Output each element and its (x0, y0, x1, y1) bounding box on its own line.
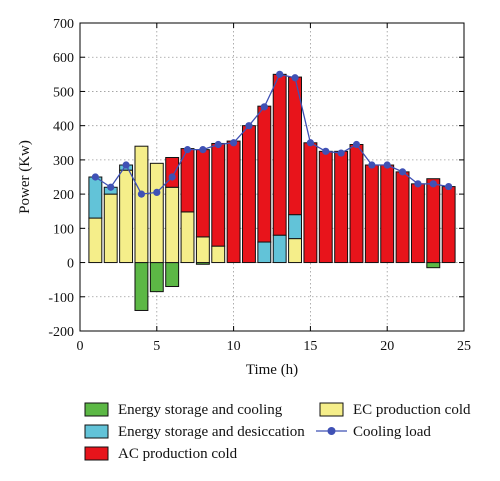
y-tick-label: -100 (48, 291, 74, 306)
bar (318, 150, 333, 264)
cooling-load-point (137, 190, 146, 198)
bar (226, 140, 241, 264)
y-tick-label: 100 (53, 222, 74, 237)
y-tick-label: 0 (67, 257, 74, 272)
cooling-load-point (122, 161, 130, 169)
bar (272, 73, 287, 236)
cooling-load-point (352, 140, 361, 149)
bar (88, 217, 103, 264)
cooling-load-point (245, 122, 253, 130)
bar (165, 186, 180, 264)
legend-swatch (319, 402, 344, 417)
cooling-load-point (337, 149, 345, 157)
cooling-load-point (429, 180, 437, 188)
bar (334, 150, 349, 264)
bar (165, 156, 180, 188)
bar (119, 169, 134, 264)
bar (288, 214, 302, 240)
bar (195, 149, 210, 238)
cooling-load-point (368, 161, 376, 169)
y-tick-label: 500 (53, 85, 74, 100)
bar (195, 236, 210, 264)
legend-swatch (84, 424, 109, 439)
legend-label: Cooling load (353, 424, 431, 440)
legend: Energy storage and cooling EC production … (84, 402, 471, 462)
cooling-load-point (183, 146, 192, 154)
bar (426, 178, 441, 264)
x-tick-label: 15 (303, 339, 317, 354)
bar (149, 162, 164, 264)
bar (134, 145, 149, 264)
x-tick-label: 5 (153, 339, 160, 354)
legend-label: EC production cold (353, 402, 471, 418)
y-tick-label: -200 (48, 325, 74, 340)
cooling-load-point (260, 103, 268, 111)
cooling-load-point (199, 146, 207, 154)
cooling-load-point (276, 70, 284, 78)
bar (380, 164, 395, 264)
legend-marker (327, 427, 336, 435)
bar (395, 171, 410, 264)
y-axis-label: Power (Kw) (17, 140, 33, 214)
bars-layer (88, 73, 456, 311)
bar (349, 143, 364, 264)
bar (134, 262, 149, 311)
ticks-layer: 0 5 10 15 20 25 -200 -100 0 100 200 300 400 500 600 700 (48, 17, 471, 354)
cooling-load-point (306, 139, 314, 147)
x-tick-label: 0 (77, 339, 84, 354)
y-tick-label: 600 (53, 51, 74, 66)
cooling-load-point (383, 161, 391, 169)
bar (242, 125, 256, 264)
bar (272, 234, 287, 264)
x-tick-label: 10 (227, 339, 241, 354)
bar (211, 245, 226, 264)
bar (257, 241, 272, 264)
cooling-load-point (91, 173, 99, 181)
cooling-load-point (168, 173, 176, 181)
bar (288, 238, 302, 264)
bar (441, 186, 456, 264)
cooling-load-point (230, 139, 238, 147)
bar (103, 193, 118, 264)
legend-swatch (84, 402, 109, 417)
cooling-load-point (153, 188, 161, 196)
cooling-load-point (414, 180, 422, 188)
legend-label: Energy storage and cooling (118, 402, 283, 418)
y-tick-label: 400 (53, 120, 74, 135)
cooling-load-point (445, 182, 453, 191)
cooling-load-point (107, 183, 115, 191)
bar (149, 262, 164, 293)
y-tick-label: 200 (53, 188, 74, 203)
cooling-load-point (291, 74, 299, 82)
cooling-load-point (322, 147, 330, 155)
legend-label: Energy storage and desiccation (118, 424, 305, 440)
bar (165, 262, 180, 288)
cooling-load-point (398, 168, 407, 176)
bar (211, 142, 226, 247)
bar (88, 176, 103, 219)
legend-swatch (84, 446, 109, 461)
y-tick-label: 700 (53, 17, 74, 32)
x-axis-label: Time (h) (246, 362, 298, 378)
bar (364, 164, 379, 264)
x-tick-label: 25 (457, 339, 471, 354)
bar (257, 105, 272, 243)
bar (180, 211, 195, 264)
y-tick-label: 300 (53, 154, 74, 169)
x-tick-label: 20 (380, 339, 394, 354)
legend-label: AC production cold (118, 446, 238, 462)
cooling-load-point (214, 140, 222, 149)
line-layer (91, 70, 453, 198)
bar (426, 262, 441, 269)
bar (303, 142, 318, 264)
bar (410, 183, 425, 264)
plot-frame (79, 22, 465, 332)
